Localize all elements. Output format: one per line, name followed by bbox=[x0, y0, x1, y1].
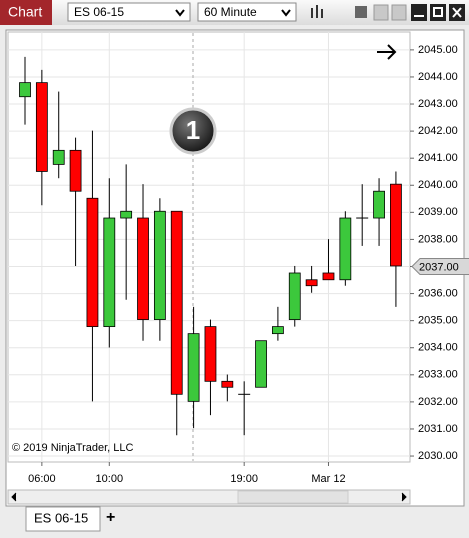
candle-body bbox=[271, 326, 284, 335]
x-tick-label: Mar 12 bbox=[311, 473, 345, 485]
x-tick-label: 10:00 bbox=[96, 473, 124, 485]
copyright: © 2019 NinjaTrader, LLC bbox=[12, 442, 133, 454]
annotation-badge bbox=[169, 107, 217, 155]
interval-select[interactable] bbox=[197, 2, 297, 22]
bars-type-button[interactable] bbox=[311, 5, 323, 18]
candle-body bbox=[170, 210, 183, 395]
y-tick-label: 2035.00 bbox=[418, 315, 458, 327]
y-tick-label: 2036.00 bbox=[418, 287, 458, 299]
chart-button-label: Chart bbox=[8, 4, 42, 20]
y-tick-label: 2031.00 bbox=[418, 423, 458, 435]
scroll-arrow[interactable] bbox=[377, 44, 397, 60]
candle-body bbox=[103, 217, 116, 328]
y-tick-label: 2041.00 bbox=[418, 152, 458, 164]
last-price-label: 2037.00 bbox=[419, 261, 459, 273]
add-tab[interactable]: + bbox=[106, 509, 115, 526]
candle-body bbox=[137, 217, 149, 320]
y-tick-label: 2038.00 bbox=[418, 233, 458, 245]
y-tick-label: 2032.00 bbox=[418, 396, 458, 408]
y-tick-label: 2040.00 bbox=[418, 179, 458, 191]
tab[interactable] bbox=[25, 506, 101, 532]
candle-body bbox=[69, 149, 82, 192]
instrument-label: ES 06-15 bbox=[74, 5, 124, 19]
candle-body bbox=[322, 272, 335, 281]
y-tick-label: 2033.00 bbox=[418, 369, 458, 381]
candle-body bbox=[86, 197, 99, 328]
candle-body bbox=[339, 217, 352, 281]
candle-body bbox=[120, 210, 133, 219]
y-tick-label: 2044.00 bbox=[418, 71, 458, 83]
candle-body bbox=[305, 279, 318, 287]
candle-body bbox=[187, 333, 200, 402]
chart-button[interactable] bbox=[0, 0, 52, 25]
candle-body bbox=[255, 340, 267, 388]
candle-body bbox=[373, 190, 385, 219]
candle-body bbox=[35, 82, 48, 172]
x-tick-label: 06:00 bbox=[28, 473, 56, 485]
candle-body bbox=[288, 272, 301, 320]
dropdown-arrow bbox=[175, 9, 185, 17]
scrollbar[interactable] bbox=[7, 489, 411, 505]
tab-label: ES 06-15 bbox=[34, 510, 88, 525]
y-tick-label: 2043.00 bbox=[418, 98, 458, 110]
dropdown-arrow bbox=[281, 9, 291, 17]
toolbar-icons[interactable] bbox=[355, 4, 465, 21]
candle-body bbox=[153, 210, 166, 320]
annotation-label: 1 bbox=[186, 115, 200, 145]
interval-label: 60 Minute bbox=[204, 5, 257, 19]
x-tick-label: 19:00 bbox=[230, 473, 258, 485]
y-tick-label: 2045.00 bbox=[418, 44, 458, 56]
y-tick-label: 2034.00 bbox=[418, 342, 458, 354]
candle-body bbox=[390, 183, 402, 267]
y-tick-label: 2039.00 bbox=[418, 206, 458, 218]
last-price-marker bbox=[411, 257, 469, 275]
scroll-thumb[interactable] bbox=[237, 490, 349, 504]
instrument-select[interactable] bbox=[67, 2, 191, 22]
candle-body bbox=[221, 380, 234, 388]
scroll-arrows[interactable] bbox=[11, 492, 407, 502]
y-tick-label: 2042.00 bbox=[418, 125, 458, 137]
candle-body bbox=[52, 149, 65, 165]
candle-body bbox=[204, 326, 217, 382]
y-tick-label: 2030.00 bbox=[418, 450, 458, 462]
candle-body bbox=[19, 82, 31, 98]
